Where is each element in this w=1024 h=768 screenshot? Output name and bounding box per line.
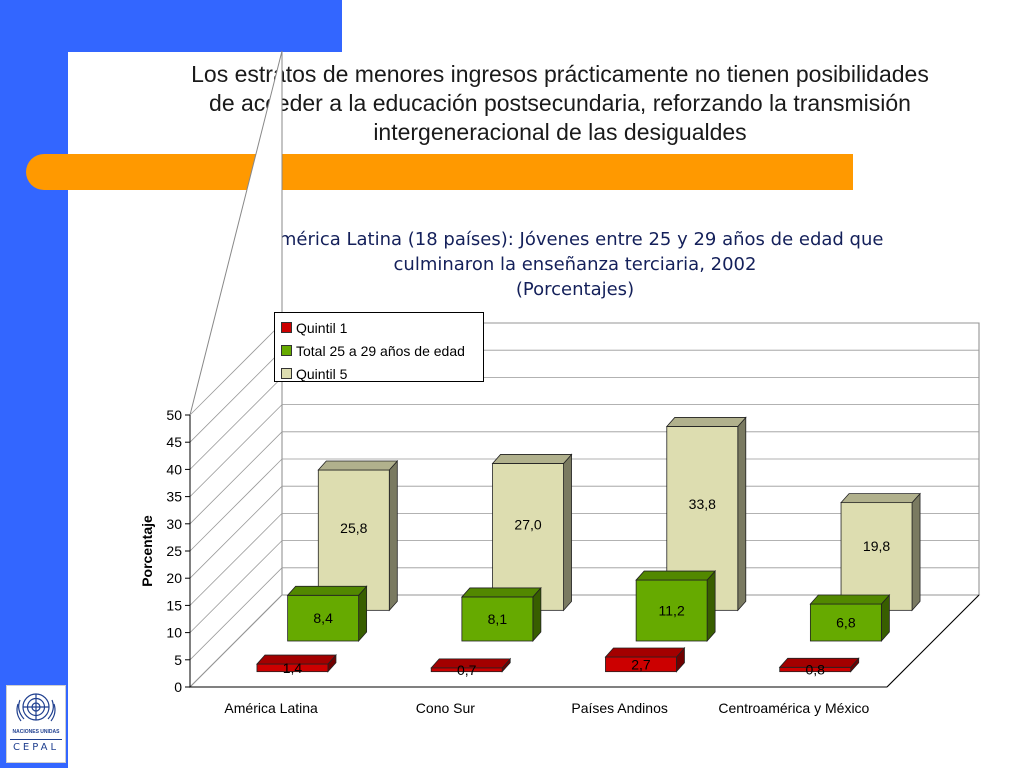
gridline-side xyxy=(189,485,283,579)
bar-1-4 xyxy=(778,657,860,673)
gridline-side xyxy=(189,322,283,416)
gridline-side xyxy=(189,431,283,525)
y-tick-label: 20 xyxy=(166,570,182,586)
y-tick-label: 0 xyxy=(174,679,182,695)
logo-caption: NACIONES UNIDAS xyxy=(12,729,60,735)
x-axis-depth-line xyxy=(886,594,980,688)
slide-title-line-3: intergeneracional de las desigualdes xyxy=(373,119,747,145)
data-label: 8,1 xyxy=(488,611,508,627)
legend-item-total: Total 25 a 29 años de edad xyxy=(281,339,483,362)
bar-1-2 xyxy=(430,657,512,673)
legend-swatch-quintil-5 xyxy=(281,368,292,379)
data-label: 27,0 xyxy=(514,517,541,533)
legend-item-quintil-1: Quintil 1 xyxy=(281,316,483,339)
bar-top xyxy=(635,570,717,581)
side-blue-band xyxy=(0,0,68,768)
bar-2-3 xyxy=(635,570,717,643)
bar-top xyxy=(317,460,399,471)
bar-side xyxy=(737,416,747,612)
bar-side xyxy=(388,459,398,612)
bar-2-2 xyxy=(460,586,542,643)
bar-front xyxy=(840,502,913,611)
bar-3-4 xyxy=(840,492,921,612)
data-label: 33,8 xyxy=(689,496,716,512)
chart-title-line-2: culminaron la enseñanza terciaria, 2002 xyxy=(393,254,757,275)
slide-title: Los estratos de menores ingresos práctic… xyxy=(120,60,1000,147)
gridline-side xyxy=(189,458,283,552)
slide-title-line-1: Los estratos de menores ingresos práctic… xyxy=(191,61,929,87)
bar-top xyxy=(286,585,368,596)
x-tick-label: Centroamérica y México xyxy=(718,700,869,716)
bar-1-1 xyxy=(256,653,337,673)
gridline-side xyxy=(189,513,283,606)
bar-side xyxy=(563,453,572,612)
logo-name: CEPAL xyxy=(7,739,65,753)
chart-legend: Quintil 1 Total 25 a 29 años de edad Qui… xyxy=(274,312,484,382)
y-tick-label: 35 xyxy=(166,489,182,505)
cepal-logo: NACIONES UNIDAS CEPAL xyxy=(6,685,66,763)
bar-top xyxy=(430,658,512,669)
bar-top xyxy=(840,493,921,504)
chart-title-line-3: (Porcentajes) xyxy=(515,279,635,300)
bar-front xyxy=(635,579,708,642)
bar-top xyxy=(604,647,686,658)
y-tick-label: 40 xyxy=(166,461,182,477)
y-tick-label: 10 xyxy=(166,625,182,641)
gridline-side xyxy=(189,567,283,661)
gridline-side xyxy=(189,349,283,443)
gridline-side xyxy=(189,404,283,497)
legend-swatch-total xyxy=(281,345,292,356)
data-label: 8,4 xyxy=(313,610,333,626)
data-label: 1,4 xyxy=(283,660,303,676)
bar-side xyxy=(911,492,921,612)
y-tick-label: 45 xyxy=(166,434,182,450)
bar-front xyxy=(287,594,360,642)
y-tick-label: 30 xyxy=(166,516,182,532)
x-tick-label: Cono Sur xyxy=(416,700,475,716)
y-tick-label: 25 xyxy=(166,543,182,559)
slide-title-line-2: de acceder a la educación postsecundaria… xyxy=(209,90,911,116)
data-label: 6,8 xyxy=(836,615,856,631)
bar-top xyxy=(256,654,337,665)
bar-2-1 xyxy=(286,585,368,643)
data-label: 2,7 xyxy=(631,656,651,672)
bar-2-4 xyxy=(809,593,891,643)
data-label: 25,8 xyxy=(340,520,367,536)
top-blue-band xyxy=(0,0,342,52)
y-axis-label: Porcentaje xyxy=(139,515,155,587)
y-tick-label: 15 xyxy=(166,597,182,613)
y-tick-label: 50 xyxy=(166,407,182,423)
x-tick-label: América Latina xyxy=(224,700,318,716)
bar-side xyxy=(706,570,716,643)
bar-top xyxy=(491,454,573,464)
bar-top xyxy=(665,417,747,427)
data-label: 0,7 xyxy=(457,662,477,678)
legend-label-quintil-5: Quintil 5 xyxy=(296,365,348,382)
legend-swatch-quintil-1 xyxy=(281,322,292,333)
gridline-side xyxy=(189,540,283,633)
bar-1-3 xyxy=(604,646,686,673)
bar-top xyxy=(460,587,542,598)
gridline-side xyxy=(189,377,283,470)
data-label: 19,8 xyxy=(863,538,890,554)
legend-label-total: Total 25 a 29 años de edad xyxy=(296,342,465,359)
chart-title-line-1: América Latina (18 países): Jóvenes entr… xyxy=(266,229,884,250)
chart-title: América Latina (18 países): Jóvenes entr… xyxy=(200,227,950,302)
bar-top xyxy=(778,657,860,668)
x-tick-label: Países Andinos xyxy=(571,700,668,716)
legend-label-quintil-1: Quintil 1 xyxy=(296,319,348,336)
bar-front xyxy=(461,596,534,642)
legend-item-quintil-5: Quintil 5 xyxy=(281,362,483,385)
data-label: 11,2 xyxy=(659,603,685,619)
y-tick-label: 5 xyxy=(174,652,182,668)
bar-top xyxy=(809,594,891,605)
data-label: 0,8 xyxy=(805,661,825,677)
orange-accent-bar xyxy=(26,154,853,190)
gridline-side xyxy=(189,594,283,688)
un-emblem-icon xyxy=(16,693,56,722)
